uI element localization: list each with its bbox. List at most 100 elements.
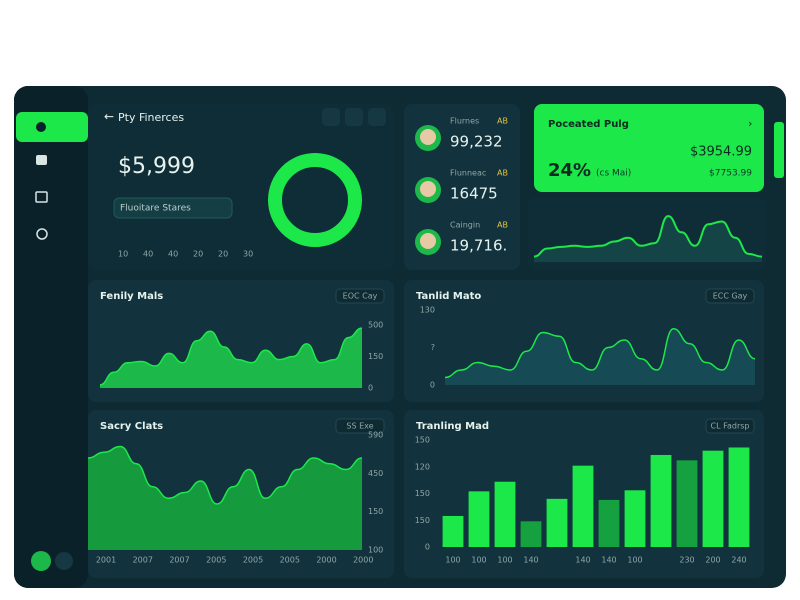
axis-label: 40: [143, 250, 153, 259]
bar: [546, 498, 568, 547]
chart-badge[interactable]: [335, 288, 385, 304]
axis-label: 30: [243, 250, 253, 259]
contact-value: 19,716.: [450, 237, 507, 255]
x-tick-label: 200: [705, 556, 720, 565]
y-tick-label: 500: [368, 321, 383, 330]
area-line: [87, 445, 363, 505]
highlight-tab[interactable]: [774, 122, 784, 178]
axis-label: 10: [118, 250, 128, 259]
y-tick-label: 590: [368, 431, 383, 440]
summary-button[interactable]: [113, 197, 233, 219]
x-tick-label: 230: [679, 556, 694, 565]
x-tick-label: 140: [601, 556, 616, 565]
x-tick-label: 2000: [353, 556, 373, 565]
highlight-title: Poceated Pulg: [548, 119, 629, 130]
contact-tag: AB: [497, 117, 508, 126]
donut: [268, 153, 362, 247]
nav-icon[interactable]: [35, 191, 48, 203]
x-tick-label: 2005: [206, 556, 226, 565]
chart-badge-label[interactable]: EOC Cay: [343, 292, 378, 301]
avatar-face: [420, 181, 436, 197]
x-tick-label: 140: [575, 556, 590, 565]
x-tick-label: 2001: [96, 556, 116, 565]
x-tick-label: 2007: [169, 556, 189, 565]
x-tick-label: 100: [471, 556, 486, 565]
contact-value: 16475: [450, 185, 498, 203]
bottom-button[interactable]: [55, 552, 73, 570]
avatar-face: [420, 129, 436, 145]
y-tick-label: 120: [415, 462, 430, 471]
highlight-amount: $3954.99: [690, 145, 752, 160]
contact-tag: AB: [497, 169, 508, 178]
y-tick-label: 130: [420, 306, 435, 315]
contact-name: Flurnes: [450, 117, 479, 126]
highlight-percent: 24%: [548, 160, 591, 181]
toolbar-button[interactable]: [345, 108, 363, 126]
summary-button-label[interactable]: Fluoitare Stares: [120, 204, 191, 214]
chart-badge-label[interactable]: ECC Gay: [713, 292, 748, 301]
chart-badge-label[interactable]: CL Fadrsp: [711, 422, 750, 431]
chart-badge[interactable]: [705, 418, 755, 434]
line: [444, 327, 756, 379]
bar: [650, 454, 672, 547]
axis-label: 40: [168, 250, 178, 259]
bar: [572, 465, 594, 547]
x-tick-label: 2005: [243, 556, 263, 565]
highlight-card: [534, 104, 764, 192]
y-tick-label: 150: [415, 516, 430, 525]
nav-icon[interactable]: [36, 155, 47, 165]
bar: [520, 521, 542, 547]
contact-name: Caingin: [450, 221, 480, 230]
chart-title: Fenily Mals: [100, 291, 163, 302]
x-tick-label: 100: [497, 556, 512, 565]
toolbar-button[interactable]: [368, 108, 386, 126]
avatar-face: [420, 233, 436, 249]
x-tick-label: 240: [731, 556, 746, 565]
bar: [702, 450, 724, 547]
x-tick-label: 2005: [280, 556, 300, 565]
y-tick-label: 450: [368, 469, 383, 478]
spark-line: [533, 215, 763, 258]
x-tick-label: 2000: [316, 556, 336, 565]
nav-active[interactable]: [16, 112, 88, 142]
summary-card: [88, 104, 394, 270]
toolbar-button[interactable]: [322, 108, 340, 126]
chart-title: Sacry Clats: [100, 421, 163, 432]
chart-badge[interactable]: [335, 418, 385, 434]
back-arrow[interactable]: ←: [104, 110, 114, 124]
line-area: [445, 328, 755, 385]
bar: [728, 447, 750, 547]
highlight-note: (cs Mai): [596, 169, 631, 179]
sidebar: [14, 86, 88, 588]
axis-label: 20: [193, 250, 203, 259]
bar: [598, 499, 620, 547]
contact-name: Flunneac: [450, 169, 486, 178]
x-tick-label: 140: [523, 556, 538, 565]
chart-badge[interactable]: [705, 288, 755, 304]
chart-badge-label[interactable]: SS Exe: [346, 422, 373, 431]
y-tick-label: 0: [430, 381, 435, 390]
chart-title: Tanlid Mato: [416, 291, 481, 302]
bottom-button[interactable]: [31, 551, 51, 571]
y-tick-label: 100: [368, 546, 383, 555]
nav-icon[interactable]: [36, 122, 46, 132]
bar: [494, 481, 516, 547]
y-tick-label: 0: [425, 543, 430, 552]
y-tick-label: ?: [431, 343, 435, 352]
nav-icon[interactable]: [36, 228, 48, 240]
highlight-chevron[interactable]: ›: [748, 117, 752, 130]
area: [100, 328, 362, 388]
axis-label: 20: [218, 250, 228, 259]
contact-tag: AB: [497, 221, 508, 230]
contact-value: 99,232: [450, 133, 503, 151]
x-tick-label: 100: [445, 556, 460, 565]
highlight-sub-amount: $7753.99: [709, 169, 752, 179]
chart-title: Tranling Mad: [416, 421, 489, 432]
bar: [468, 491, 490, 547]
x-tick-label: 100: [627, 556, 642, 565]
y-tick-label: 150: [368, 507, 383, 516]
area-line: [99, 327, 363, 386]
y-tick-label: 150: [415, 489, 430, 498]
summary-amount: $5,999: [118, 154, 195, 179]
